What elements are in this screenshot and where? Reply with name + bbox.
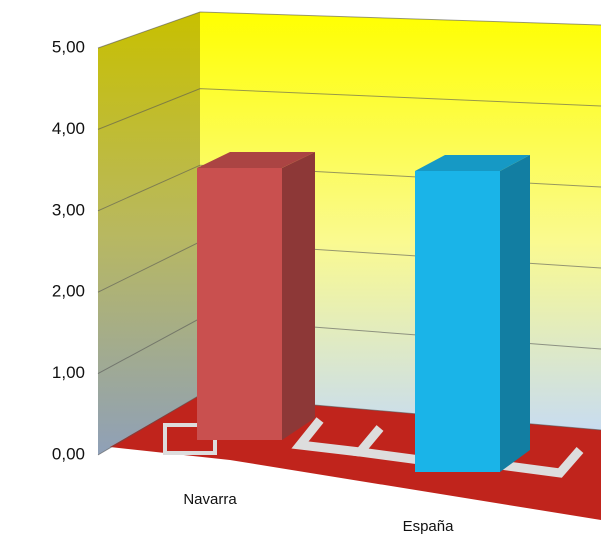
y-tick-label: 0,00 [52, 444, 85, 463]
x-tick-label: España [403, 518, 455, 535]
grid-line [97, 88, 601, 130]
bar-top [197, 152, 315, 168]
y-tick-label: 1,00 [52, 363, 85, 382]
y-tick-label: 5,00 [52, 37, 85, 56]
x-tick-label: Navarra [183, 491, 237, 508]
bar [197, 152, 315, 440]
bar-side [500, 155, 530, 472]
bar-top [415, 155, 530, 171]
bar-front [415, 171, 500, 472]
bar-front [197, 168, 282, 440]
y-tick-label: 4,00 [52, 119, 85, 138]
bar-side [282, 152, 315, 440]
side-wall [98, 12, 200, 455]
bar [415, 155, 530, 472]
grid-line [97, 11, 601, 49]
y-tick-label: 2,00 [52, 282, 85, 301]
y-tick-label: 3,00 [52, 200, 85, 219]
